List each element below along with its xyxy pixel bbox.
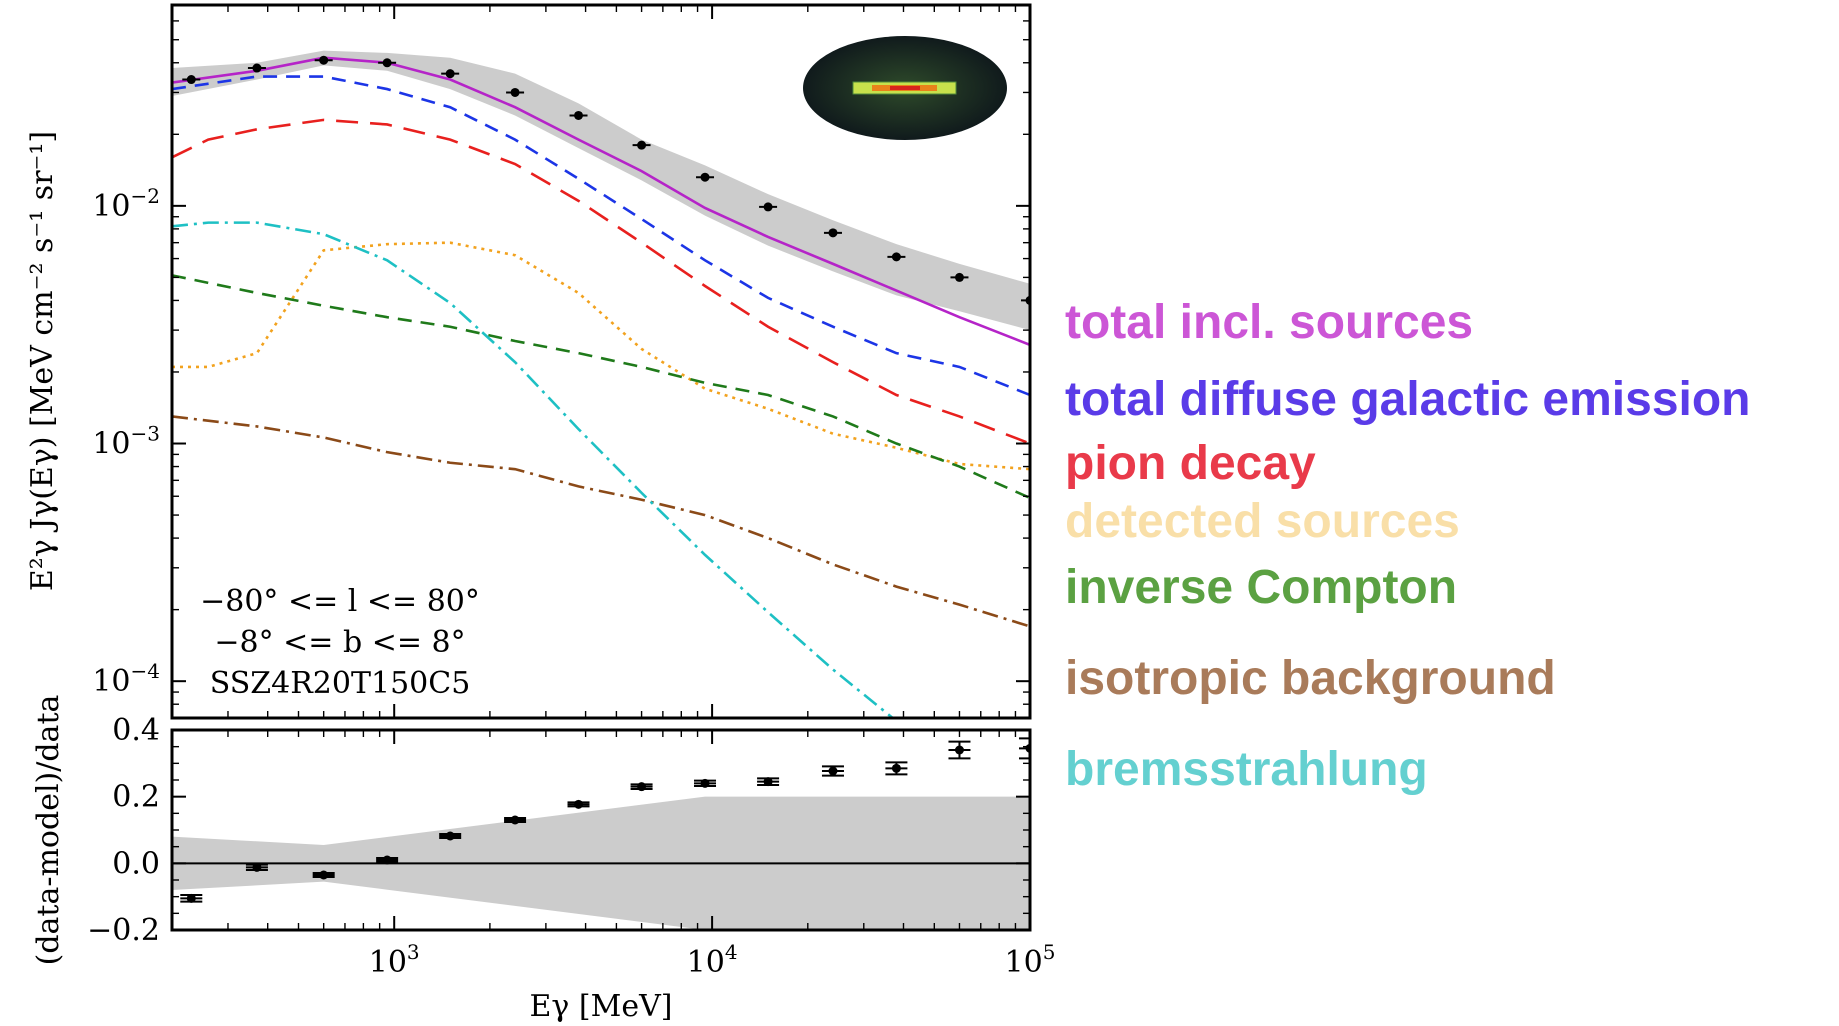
residual-y-tick-label: 0.4 xyxy=(112,713,160,748)
residual-data-point xyxy=(439,831,462,841)
residual-data-point xyxy=(245,862,268,872)
x-axis-label: Eγ [MeV] xyxy=(530,989,673,1024)
spectrum-data-point xyxy=(950,272,969,282)
legend-item-isotropic-background: isotropic background xyxy=(1065,652,1556,705)
y-tick-label: 10−2 xyxy=(92,184,160,224)
residual-y-tick-label: 0.0 xyxy=(112,846,160,881)
spectrum-data-point xyxy=(182,75,201,85)
legend-item-total-diffuse: total diffuse galactic emission xyxy=(1065,373,1751,426)
series-line-inverse-compton xyxy=(172,274,1030,500)
spectrum-data-point xyxy=(759,202,778,212)
spectrum-data-point xyxy=(632,140,651,150)
legend-item-pion-decay: pion decay xyxy=(1065,437,1316,490)
residual-data-point xyxy=(180,893,203,903)
series-line-total-incl-sources xyxy=(172,56,1030,347)
residual-data-point xyxy=(885,761,908,776)
spectrum-y-axis-label: E²γ Jγ(Eγ) [MeV cm⁻² s⁻¹ sr⁻¹] xyxy=(25,131,60,591)
x-tick-label: 104 xyxy=(687,940,738,980)
model-uncertainty-band xyxy=(172,50,1030,331)
legend-item-detected-sources: detected sources xyxy=(1065,495,1460,548)
y-tick-label: 10−4 xyxy=(92,659,160,699)
selection-annotations: −80° <= l <= 80° −8° <= b <= 8° SSZ4R20T… xyxy=(200,584,480,701)
series-line-bremsstrahlung xyxy=(172,221,895,718)
legend-item-inverse-compton: inverse Compton xyxy=(1065,561,1458,614)
spectrum-data-point xyxy=(247,63,266,73)
series-line-total-diffuse-galactic-emission xyxy=(172,75,1030,397)
residual-data-point xyxy=(504,815,527,825)
y-tick-label: 10−3 xyxy=(92,422,160,462)
residual-data-point xyxy=(630,782,653,792)
legend-item-total-incl-sources: total incl. sources xyxy=(1065,296,1474,349)
residual-y-tick-label: 0.2 xyxy=(112,780,160,815)
legend-item-bremsstrahlung: bremsstrahlung xyxy=(1065,743,1428,796)
annotation-model-name: SSZ4R20T150C5 xyxy=(210,666,471,701)
residual-data-point xyxy=(821,765,844,777)
spectrum-data-point xyxy=(378,58,397,68)
spectrum-axes-frame xyxy=(170,3,1032,720)
annotation-longitude: −80° <= l <= 80° xyxy=(200,584,480,619)
residual-data-point xyxy=(376,855,399,865)
spectrum-panel: 10−4 10−3 10−2 −80° <= l <= 80° −8° <= b <… xyxy=(25,3,1032,720)
spectrum-data-point xyxy=(506,87,525,97)
spectrum-data-point xyxy=(887,252,906,262)
series-line-isotropic-background xyxy=(172,415,1030,628)
residual-axes-frame xyxy=(170,728,1032,932)
residual-data-point xyxy=(948,740,971,760)
residual-data-point xyxy=(694,778,717,788)
sky-map-inset xyxy=(803,36,1007,140)
residual-data-point xyxy=(567,799,590,809)
residual-y-axis-label: (data-model)/data xyxy=(31,695,66,966)
spectrum-data-point xyxy=(569,110,588,120)
residual-data-point xyxy=(757,777,780,787)
x-tick-label: 105 xyxy=(1005,940,1056,980)
x-tick-label: 103 xyxy=(369,940,420,980)
residual-panel: 103 104 105 −0.2 0.0 0.2 0.4 (data-model)/data… xyxy=(31,695,1055,1025)
spectrum-data-point xyxy=(441,69,460,79)
series-line-pion-decay xyxy=(172,118,1030,445)
annotation-latitude: −8° <= b <= 8° xyxy=(214,625,465,660)
spectrum-data-point xyxy=(823,228,842,238)
spectrum-data-point xyxy=(314,55,333,65)
residual-y-tick-label: −0.2 xyxy=(87,913,160,948)
residual-data-point xyxy=(312,870,335,880)
spectrum-data-point xyxy=(696,172,715,182)
